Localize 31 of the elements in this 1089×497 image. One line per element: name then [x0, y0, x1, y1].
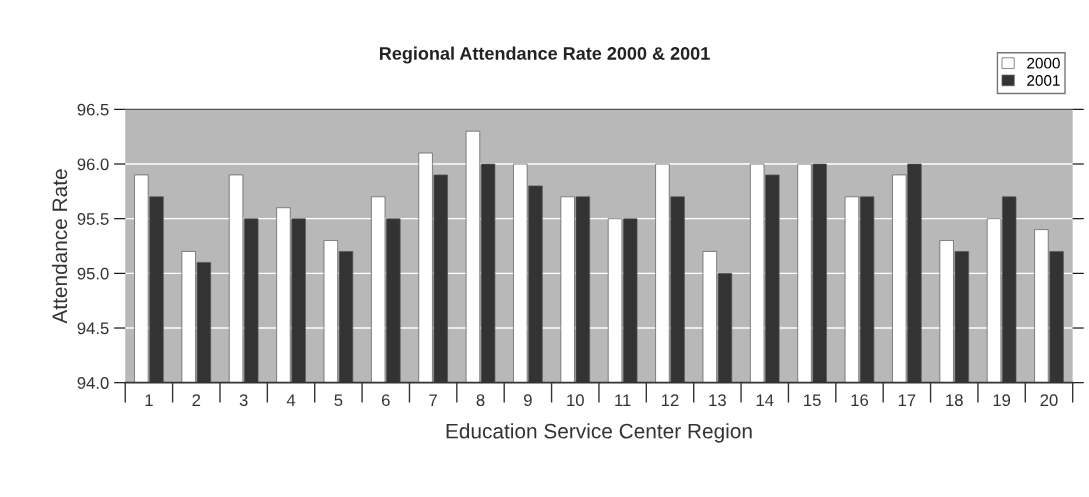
x-tick-label: 12 [662, 394, 679, 406]
x-tick-label: 10 [567, 394, 584, 407]
x-tick-label: 4 [286, 394, 296, 406]
x-tick-label: 6 [381, 394, 390, 407]
x-tick-label: 18 [946, 394, 963, 407]
y-tick-label: 94.0 [77, 377, 109, 389]
y-tick-label: 96.5 [77, 103, 109, 116]
x-tick-label: 3 [239, 394, 248, 407]
y-tick-label: 94.5 [77, 322, 109, 335]
x-tick-label: 19 [993, 394, 1011, 407]
x-axis-title: Education Service Center Region [446, 423, 752, 443]
x-tick-label: 8 [476, 394, 485, 407]
y-tick-label: 95.5 [77, 213, 109, 225]
y-tick-label: 96.0 [77, 158, 109, 171]
x-tick-label: 5 [334, 394, 343, 407]
y-tick-label: 95.0 [77, 267, 109, 280]
x-tick-label: 16 [851, 394, 869, 407]
x-tick-label: 9 [524, 394, 532, 407]
legend-label: 2000 [1027, 57, 1060, 69]
x-tick-label: 7 [429, 394, 437, 406]
legend-label: 2001 [1027, 75, 1060, 86]
chart-title: Regional Attendance Rate 2000 & 2001 [379, 46, 710, 64]
x-tick-label: 14 [756, 394, 774, 406]
x-tick-label: 13 [709, 394, 726, 407]
x-tick-label: 1 [145, 394, 153, 406]
x-tick-label: 2 [192, 394, 201, 406]
x-tick-label: 17 [898, 394, 916, 406]
x-tick-label: 20 [1040, 394, 1058, 407]
y-axis-title: Attendance Rate [51, 169, 68, 324]
x-tick-label: 15 [804, 394, 821, 407]
x-tick-label: 11 [615, 394, 631, 406]
